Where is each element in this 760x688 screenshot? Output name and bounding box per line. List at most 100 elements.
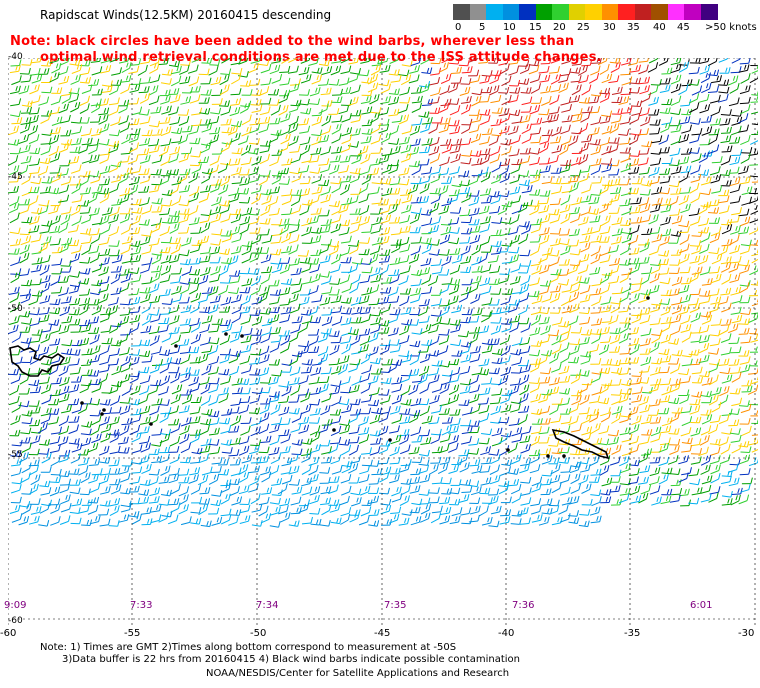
wind-barb: [149, 185, 159, 193]
wind-barb: [388, 160, 399, 166]
wind-barb: [632, 278, 643, 285]
wind-barb: [591, 165, 601, 175]
wind-barb: [39, 448, 49, 454]
wind-barb: [442, 278, 453, 285]
wind-barb: [641, 429, 652, 435]
wind-barb: [109, 498, 119, 506]
wind-barb: [492, 130, 502, 136]
wind-barb: [568, 240, 579, 246]
wind-barb: [529, 278, 539, 286]
wind-barb: [548, 155, 558, 163]
wind-barb: [450, 105, 460, 115]
wind-barb: [430, 188, 441, 194]
wind-barb: [408, 319, 419, 325]
wind-barb: [309, 99, 320, 105]
wind-barb: [710, 166, 720, 175]
wind-barb: [91, 58, 101, 62]
wind-barb: [79, 289, 89, 296]
wind-barb: [329, 79, 339, 85]
wind-barb: [142, 518, 153, 524]
wind-barb: [41, 325, 51, 332]
wind-barb: [751, 279, 758, 285]
wind-barb: [158, 325, 168, 333]
wind-barb: [68, 225, 78, 233]
wind-barb: [561, 466, 572, 473]
wind-barb: [539, 75, 549, 82]
wind-barb: [122, 62, 131, 72]
wind-barb: [379, 488, 389, 494]
wind-barb: [111, 485, 121, 495]
wind-barb: [671, 315, 681, 323]
wind-barb: [731, 256, 741, 263]
wind-barb: [209, 378, 220, 384]
wind-barb: [582, 85, 591, 96]
wind-barb: [81, 429, 91, 435]
wind-barb: [411, 118, 422, 125]
wind-barb: [260, 377, 271, 383]
wind-barb: [571, 197, 581, 205]
wind-barb: [331, 146, 341, 153]
wind-barb: [392, 115, 402, 122]
wind-barb: [22, 174, 31, 184]
wind-barb: [482, 517, 492, 525]
wind-barb: [361, 96, 371, 104]
wind-barb: [261, 189, 271, 195]
wind-barb: [711, 465, 721, 474]
wind-barb: [659, 168, 669, 174]
wind-barb: [68, 240, 79, 246]
wind-barb: [590, 288, 600, 295]
wind-barb: [671, 297, 681, 305]
wind-barb: [651, 135, 661, 142]
wind-barb: [120, 214, 130, 224]
wind-barb: [208, 325, 219, 332]
wind-barb: [432, 506, 443, 513]
wind-barb: [161, 357, 171, 365]
wind-barb: [630, 486, 640, 495]
wind-barb: [190, 357, 201, 364]
wind-barb: [170, 436, 180, 446]
wind-barb: [181, 443, 191, 453]
wind-barb: [621, 153, 631, 162]
wind-barb: [190, 151, 201, 157]
wind-barb: [279, 315, 289, 323]
wind-barb: [271, 105, 280, 115]
wind-barb: [470, 235, 480, 244]
wind-barb: [541, 350, 551, 356]
wind-barb: [499, 108, 509, 116]
wind-barb: [361, 395, 371, 403]
wind-barb: [189, 474, 199, 483]
wind-barb: [179, 405, 189, 413]
wind-barb: [371, 468, 382, 474]
wind-barb: [49, 319, 59, 325]
wind-barb: [170, 373, 180, 383]
wind-barb: [21, 318, 31, 324]
wind-barb: [341, 405, 351, 413]
wind-barb: [521, 275, 531, 285]
wind-barb: [582, 499, 593, 505]
wind-barb: [711, 387, 721, 395]
wind-barb: [510, 349, 520, 355]
wind-barb: [189, 173, 198, 183]
wind-barb: [620, 147, 630, 153]
wind-barb: [639, 58, 650, 62]
wind-barb: [371, 123, 381, 133]
wind-barb: [562, 115, 573, 122]
wind-barb: [491, 317, 502, 323]
wind-barb: [168, 419, 179, 425]
wind-barb: [140, 58, 150, 64]
wind-barb: [210, 266, 220, 275]
wind-barb: [730, 459, 741, 465]
wind-barb: [699, 343, 709, 353]
wind-barb: [161, 265, 171, 275]
wind-barb: [690, 240, 701, 246]
wind-barb: [389, 475, 399, 483]
wind-barb: [461, 96, 471, 103]
wind-barb: [732, 443, 742, 453]
wind-barb: [268, 89, 279, 95]
wind-barb: [460, 209, 470, 216]
wind-barb: [620, 292, 629, 302]
wind-barb: [220, 349, 231, 355]
wind-barb: [230, 107, 240, 116]
wind-barb: [420, 437, 430, 444]
wind-barb: [459, 187, 470, 194]
